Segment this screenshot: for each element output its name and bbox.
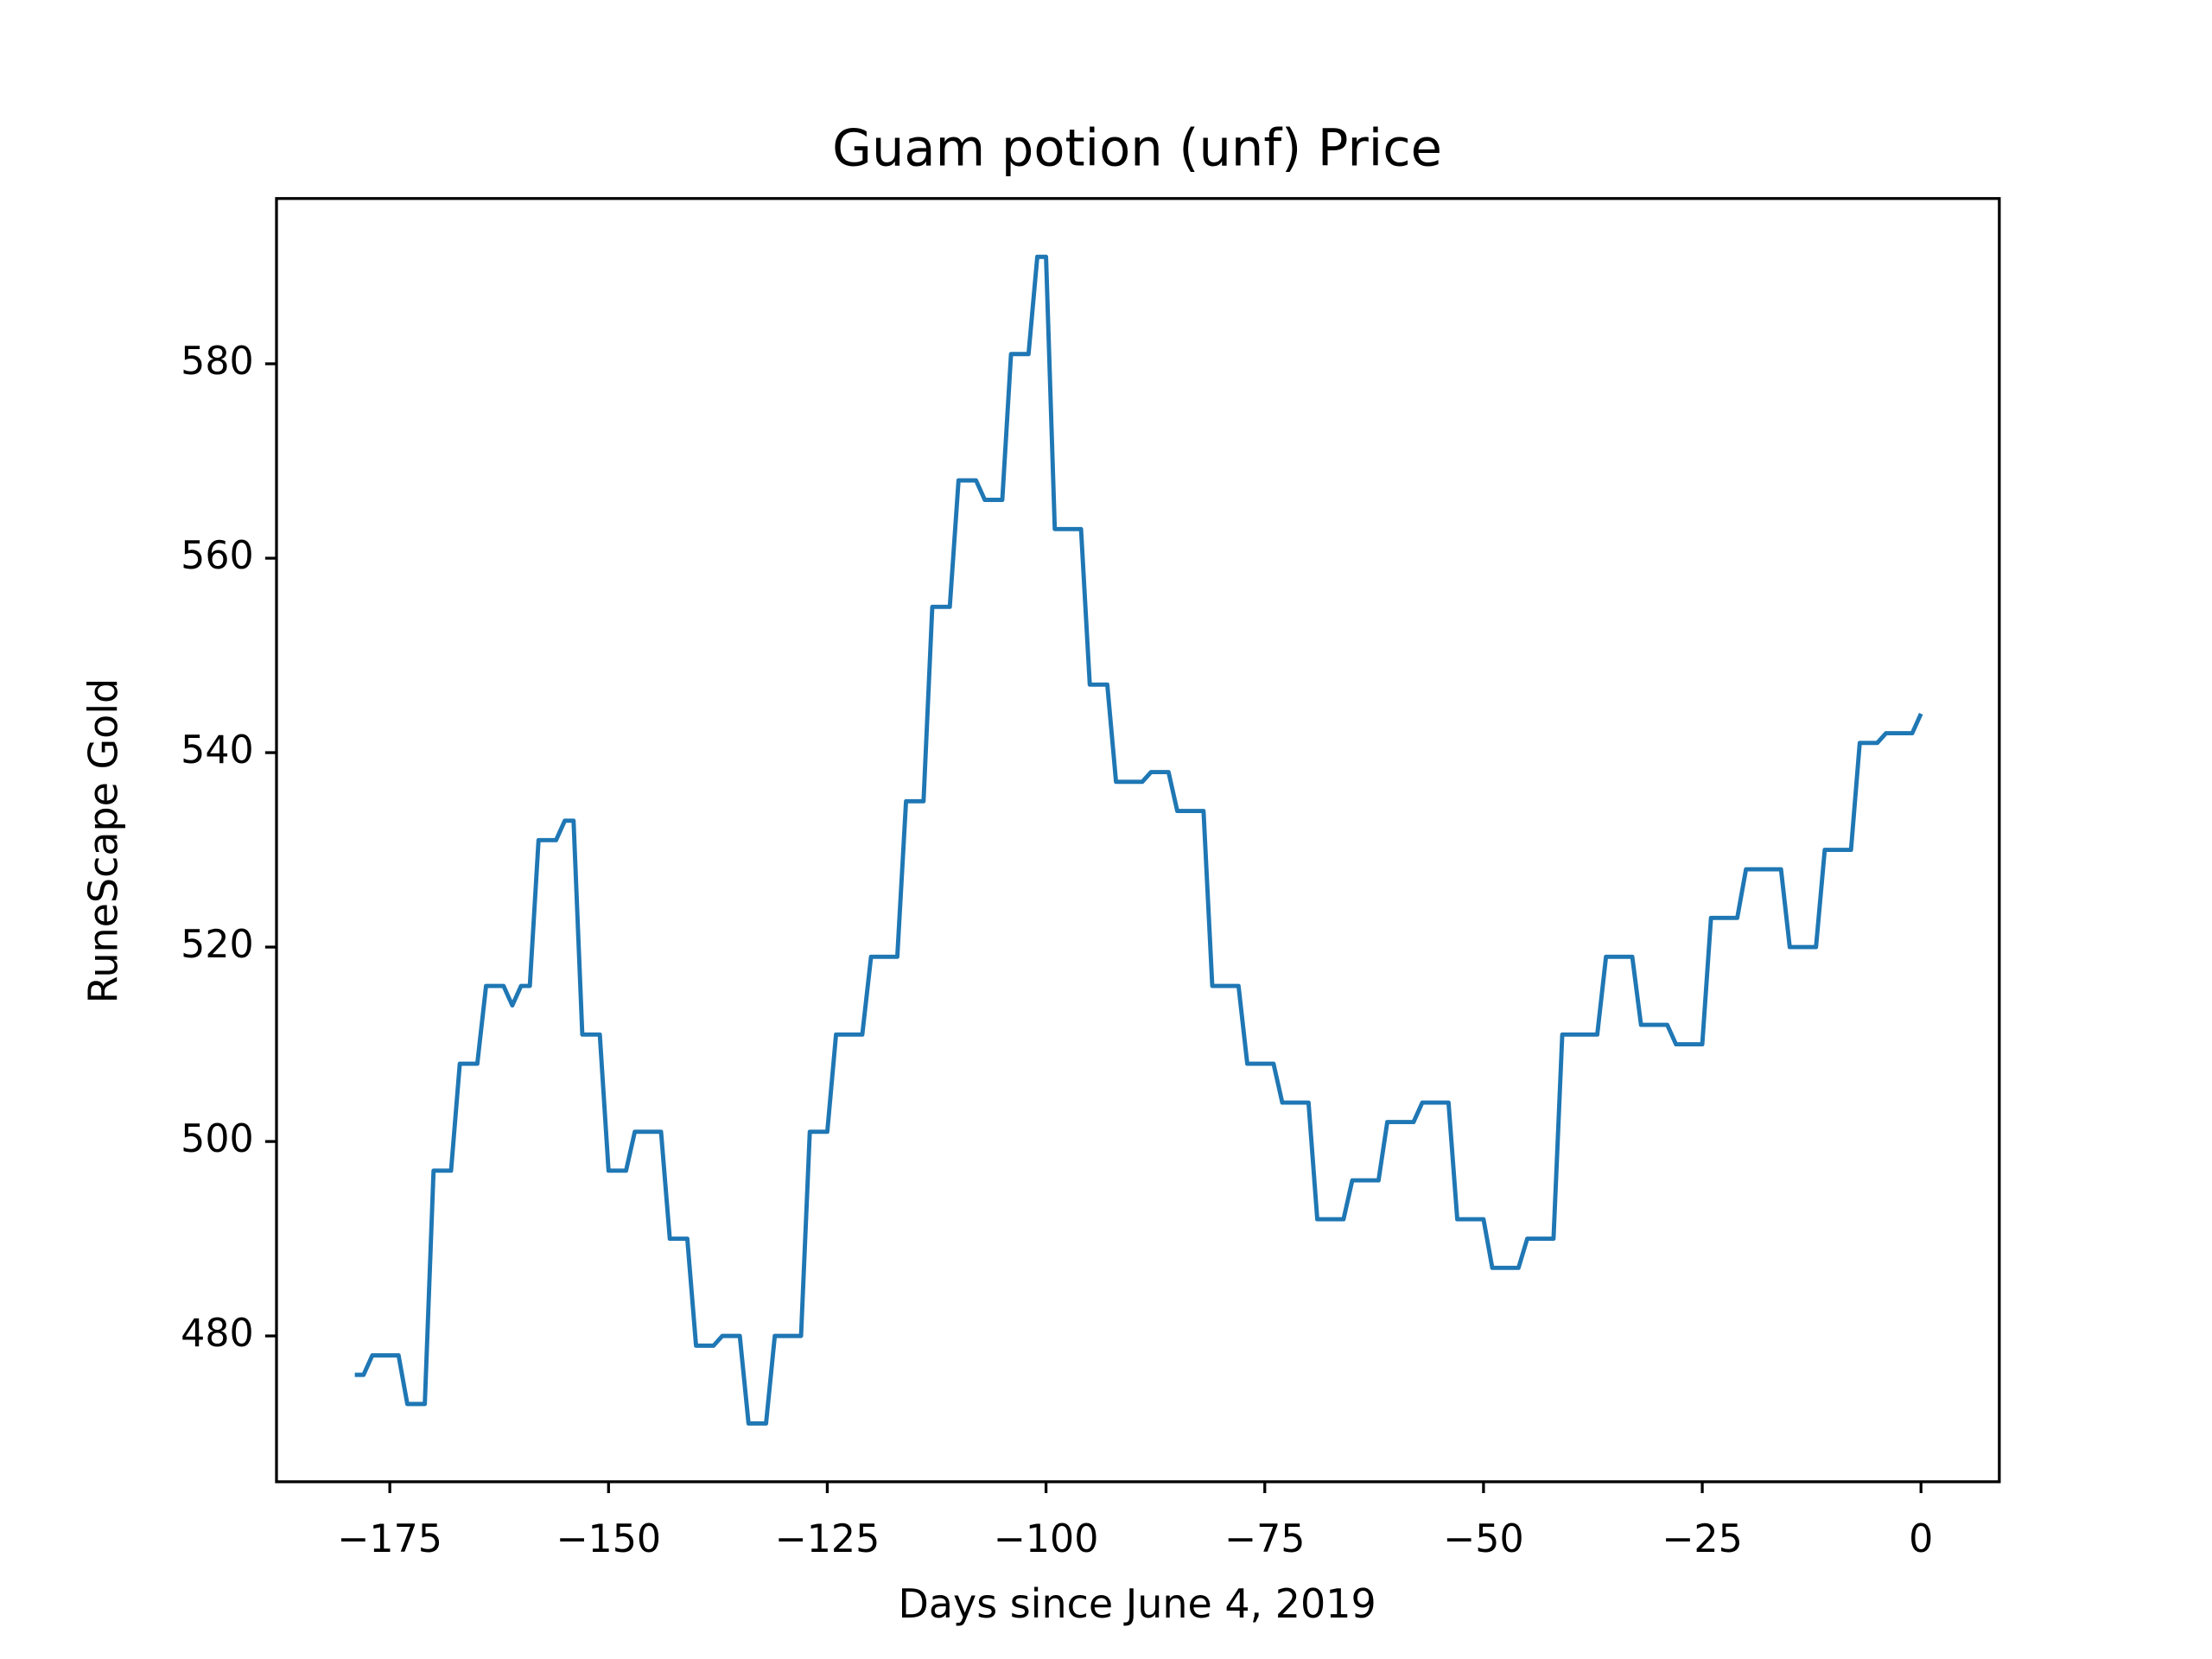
x-tick-label: −100 — [994, 1517, 1099, 1561]
plot-frame — [275, 197, 2001, 1484]
price-line — [354, 254, 1923, 1426]
x-tick-label: −125 — [775, 1517, 880, 1561]
y-tick-label: 580 — [181, 340, 254, 384]
y-tick-label: 540 — [181, 728, 254, 772]
x-tick-label: 0 — [1909, 1517, 1933, 1561]
x-tick-label: −25 — [1662, 1517, 1742, 1561]
y-tick-label: 560 — [181, 534, 254, 578]
x-tick-label: −75 — [1224, 1517, 1305, 1561]
y-tick-label: 520 — [181, 923, 254, 967]
x-tick-label: −150 — [556, 1517, 661, 1561]
y-tick-label: 500 — [181, 1117, 254, 1161]
x-tick-label: −175 — [337, 1517, 442, 1561]
y-tick-label: 480 — [181, 1312, 254, 1356]
y-axis-label: RuneScape Gold — [80, 678, 127, 1004]
chart-title: Guam potion (unf) Price — [832, 118, 1442, 178]
x-axis-label: Days since June 4, 2019 — [899, 1580, 1376, 1627]
x-tick-label: −50 — [1443, 1517, 1523, 1561]
